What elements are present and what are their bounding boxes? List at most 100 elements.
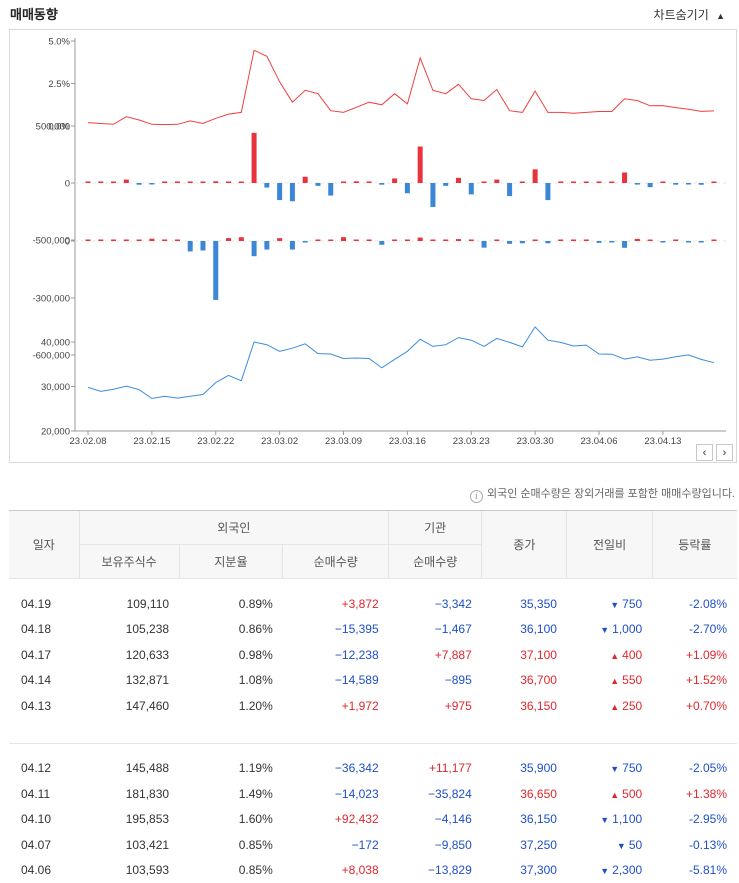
- cell-i-net: +11,177: [389, 756, 482, 782]
- cell-change: ▲550: [567, 668, 652, 694]
- chart-hide-toggle[interactable]: 차트숨기기 ▲: [654, 6, 725, 23]
- bar: [290, 241, 295, 250]
- bar: [277, 238, 282, 241]
- change-value: 500: [622, 787, 642, 801]
- col-institution-net: 순매수량: [389, 545, 482, 579]
- cell-date: 04.19: [9, 591, 79, 617]
- cell-rate: -2.08%: [652, 591, 737, 617]
- cell-f-net: +3,872: [283, 591, 389, 617]
- bar: [507, 183, 512, 196]
- trading-chart: 5.0%2.5%0.0%500,0000-500,0000-300,000-60…: [10, 30, 736, 462]
- col-rate: 등락률: [652, 511, 737, 579]
- section-title: 매매동향: [10, 4, 58, 23]
- cell-close: 36,150: [482, 807, 567, 833]
- bar: [520, 182, 525, 184]
- bar: [392, 178, 397, 183]
- cell-date: 04.13: [9, 693, 79, 719]
- chart-next-button[interactable]: ›: [716, 444, 733, 461]
- bar: [533, 240, 538, 242]
- cell-f-net: −12,238: [283, 642, 389, 668]
- chart-hide-label: 차트숨기기: [654, 8, 709, 22]
- bar: [405, 183, 410, 193]
- col-foreign-net: 순매수량: [283, 545, 389, 579]
- bar: [315, 240, 320, 242]
- bar: [430, 183, 435, 207]
- triangle-down-icon: ▼: [600, 866, 609, 876]
- bar: [124, 180, 129, 183]
- bar: [584, 182, 589, 184]
- triangle-up-icon: ▲: [610, 676, 619, 686]
- close-price-line: [88, 327, 714, 399]
- y-tick-label: 0: [65, 237, 70, 248]
- bar: [635, 239, 640, 241]
- cell-holdings: 132,871: [79, 668, 179, 694]
- cell-change: ▼2,300: [567, 858, 652, 883]
- cell-ratio: 0.89%: [179, 591, 283, 617]
- y-tick-label: 30,000: [41, 382, 70, 393]
- cell-date: 04.06: [9, 858, 79, 883]
- bar: [303, 241, 308, 243]
- cell-ratio: 0.85%: [179, 832, 283, 858]
- cell-f-net: −15,395: [283, 617, 389, 643]
- bar: [635, 183, 640, 185]
- cell-holdings: 109,110: [79, 591, 179, 617]
- bar: [213, 181, 218, 183]
- y-tick-label: 40,000: [41, 338, 70, 349]
- bar: [239, 182, 244, 184]
- cell-close: 37,300: [482, 858, 567, 883]
- cell-ratio: 0.98%: [179, 642, 283, 668]
- cell-i-net: −895: [389, 668, 482, 694]
- cell-change: ▼750: [567, 756, 652, 782]
- bar: [162, 182, 167, 184]
- bar: [175, 240, 180, 242]
- cell-ratio: 0.86%: [179, 617, 283, 643]
- x-tick-label: 23.04.06: [581, 436, 618, 447]
- cell-ratio: 1.20%: [179, 693, 283, 719]
- bar: [430, 240, 435, 242]
- bar: [98, 182, 103, 184]
- bar: [558, 240, 563, 242]
- bar: [315, 183, 320, 186]
- cell-i-net: −35,824: [389, 781, 482, 807]
- cell-i-net: −13,829: [389, 858, 482, 883]
- bar: [149, 239, 154, 241]
- x-tick-label: 23.03.09: [325, 436, 362, 447]
- bar: [545, 183, 550, 200]
- bar: [597, 182, 602, 184]
- cell-holdings: 145,488: [79, 756, 179, 782]
- cell-i-net: +7,887: [389, 642, 482, 668]
- bar: [252, 241, 257, 256]
- bar: [545, 241, 550, 243]
- bar: [418, 238, 423, 241]
- cell-change: ▲250: [567, 693, 652, 719]
- bar: [226, 182, 231, 184]
- bar: [699, 183, 704, 185]
- bar: [137, 183, 142, 185]
- bar: [660, 182, 665, 184]
- bar: [137, 240, 142, 242]
- col-institution: 기관: [389, 511, 482, 545]
- bar: [482, 241, 487, 248]
- bar: [290, 183, 295, 201]
- bar: [558, 182, 563, 184]
- cell-change: ▼50: [567, 832, 652, 858]
- change-value: 2,300: [612, 863, 642, 877]
- x-tick-label: 23.03.23: [453, 436, 490, 447]
- bar: [712, 182, 717, 184]
- change-value: 250: [622, 699, 642, 713]
- bar: [673, 240, 678, 242]
- cell-rate: +0.70%: [652, 693, 737, 719]
- chart-prev-button[interactable]: ‹: [696, 444, 713, 461]
- x-tick-label: 23.03.02: [261, 436, 298, 447]
- triangle-down-icon: ▼: [617, 841, 626, 851]
- change-value: 1,000: [612, 622, 642, 636]
- x-tick-label: 23.03.30: [517, 436, 554, 447]
- cell-change: ▼1,100: [567, 807, 652, 833]
- cell-close: 37,250: [482, 832, 567, 858]
- bar: [494, 240, 499, 242]
